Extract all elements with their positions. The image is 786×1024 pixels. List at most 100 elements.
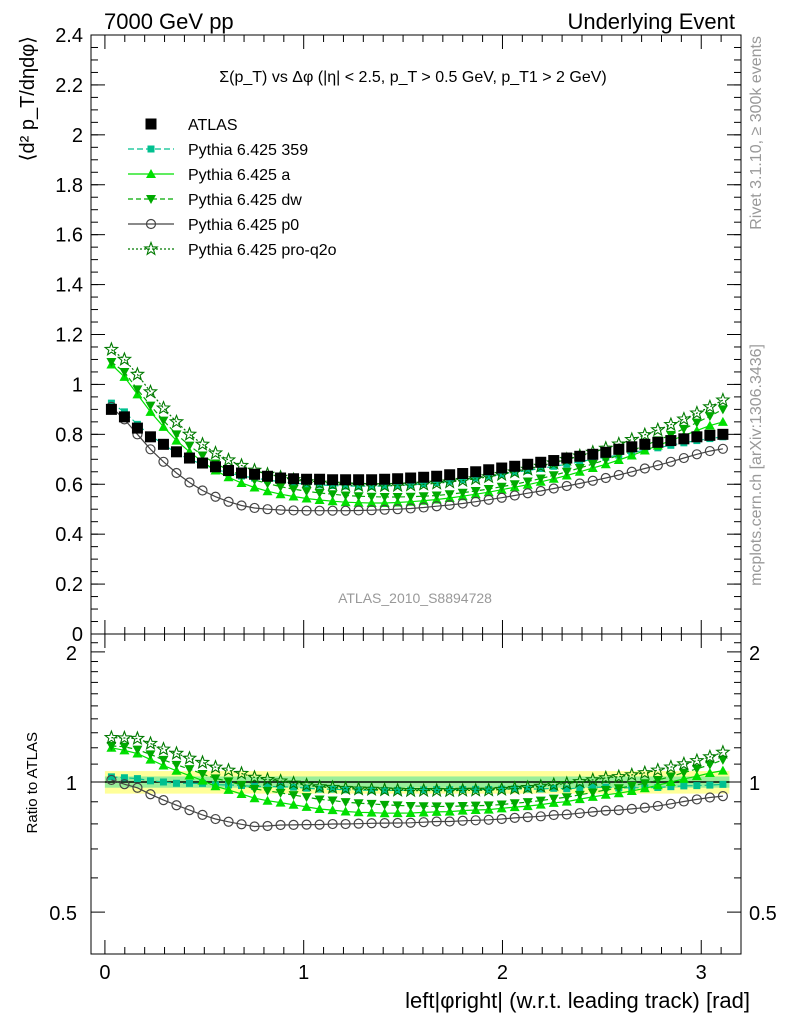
data-point: [392, 473, 404, 485]
ratio-point: [262, 820, 273, 832]
ratio-point: [172, 779, 180, 787]
ratio-point: [665, 798, 676, 809]
ratio-point: [223, 777, 234, 787]
data-point: [392, 492, 403, 502]
ratio-point: [520, 779, 536, 795]
ratio-point: [355, 786, 363, 794]
data-point: [142, 383, 159, 399]
ratio-point: [106, 774, 117, 786]
data-point: [301, 493, 312, 503]
ratio-point: [377, 781, 393, 797]
ratio-point: [652, 776, 663, 786]
ratio-point: [587, 806, 598, 817]
ratio-point: [236, 819, 247, 830]
data-point: [457, 498, 468, 509]
ratio-point: [576, 784, 584, 792]
ratio-point: [431, 802, 442, 812]
ratio-y-tick-label-right: 1: [749, 773, 760, 795]
ratio-point: [405, 817, 416, 828]
ratio-point: [561, 793, 572, 803]
data-point: [639, 438, 651, 450]
data-point: [524, 467, 532, 475]
data-point: [405, 503, 416, 514]
ratio-point: [587, 788, 598, 798]
ratio-point: [301, 793, 312, 803]
legend-label: Pythia 6.425 p0: [188, 217, 299, 234]
data-point: [301, 505, 312, 516]
ratio-point: [272, 773, 289, 788]
data-point: [103, 341, 120, 356]
data-point: [379, 473, 391, 485]
ratio-point: [600, 785, 611, 795]
data-point: [381, 482, 389, 490]
data-point: [158, 456, 169, 467]
ratio-point: [639, 802, 650, 813]
data-point: [522, 488, 533, 499]
data-point: [613, 469, 624, 481]
ratio-point: [626, 781, 637, 791]
ratio-point: [446, 786, 454, 794]
ratio-point: [459, 785, 467, 793]
data-point: [236, 478, 247, 488]
data-point: [197, 485, 208, 496]
ratio-y-tick-label-right: 2: [749, 643, 760, 665]
data-point: [498, 470, 506, 478]
data-point: [366, 497, 377, 507]
data-point: [316, 481, 324, 489]
data-point: [418, 471, 430, 483]
ratio-point: [210, 774, 221, 784]
data-point: [509, 460, 521, 472]
ratio-point: [103, 729, 120, 745]
data-point: [431, 501, 442, 512]
ratio-point: [223, 816, 234, 827]
data-point: [431, 470, 443, 482]
ratio-point: [611, 768, 627, 784]
ratio-point: [650, 762, 666, 777]
ratio-point: [155, 741, 172, 756]
data-point: [340, 505, 351, 516]
ratio-point: [511, 785, 519, 793]
data-point: [691, 431, 703, 443]
ratio-point: [223, 784, 234, 794]
ratio-point: [353, 818, 364, 829]
legend-label: Pythia 6.425 a: [188, 167, 290, 184]
data-point: [702, 398, 718, 414]
data-point: [118, 411, 130, 423]
ratio-point: [470, 801, 481, 811]
ratio-point: [613, 784, 624, 794]
mcplots-label: mcplots.cern.ch [arXiv:1306.3436]: [748, 344, 765, 586]
data-point: [483, 494, 494, 505]
data-point: [418, 492, 429, 502]
ratio-point: [652, 800, 663, 812]
data-point: [249, 468, 261, 480]
ratio-point: [496, 813, 507, 825]
data-point: [131, 422, 143, 434]
data-point: [485, 472, 493, 480]
ratio-point: [546, 776, 562, 792]
ratio-point: [264, 783, 272, 791]
data-point: [129, 366, 146, 381]
ratio-series-5: [103, 729, 731, 798]
chart-title: Σ(p_T) vs Δφ (|η| < 2.5, p_T > 0.5 GeV, …: [219, 69, 606, 86]
legend-marker: [145, 118, 157, 130]
data-point: [107, 399, 115, 407]
ratio-point: [353, 807, 364, 817]
ratio-point: [249, 784, 260, 794]
ratio-point: [483, 801, 494, 811]
data-point: [535, 474, 546, 484]
data-point: [262, 486, 273, 496]
ratio-point: [613, 805, 624, 816]
header-left: 7000 GeV pp: [104, 9, 234, 34]
ratio-point: [249, 821, 260, 832]
ratio-point: [171, 760, 182, 770]
data-point: [431, 491, 442, 501]
data-point: [314, 473, 326, 485]
ratio-point: [678, 773, 689, 783]
ratio-point: [379, 818, 390, 829]
ratio-point: [431, 816, 442, 827]
legend-marker: [146, 195, 156, 204]
ratio-point: [277, 783, 285, 791]
data-point: [665, 456, 676, 467]
ratio-point: [442, 782, 458, 798]
y-tick-label: 0.2: [55, 574, 83, 596]
